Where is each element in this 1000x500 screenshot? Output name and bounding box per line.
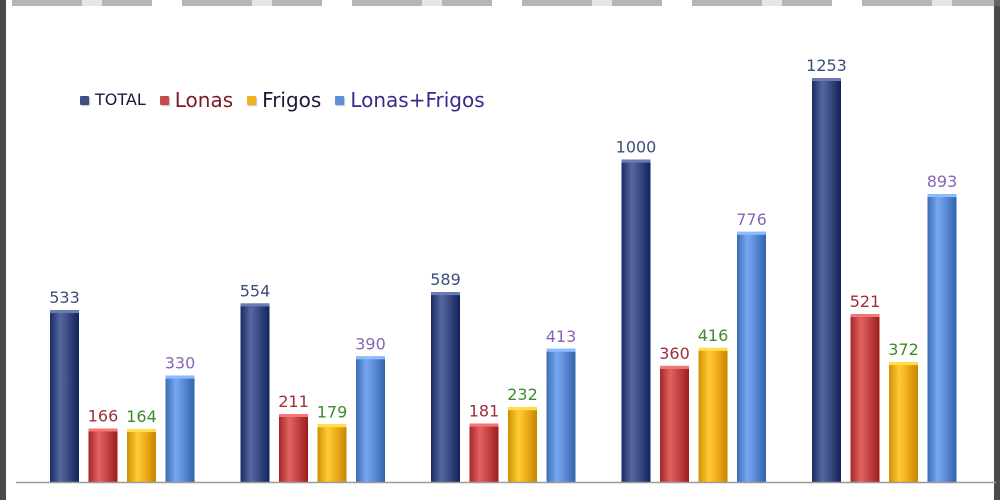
- bar-lonas-3: [469, 423, 499, 482]
- legend-swatch-lonas: [159, 95, 169, 105]
- bar-total-4: [621, 159, 651, 482]
- bar-lonas-frigos-2: [356, 356, 385, 482]
- data-label: 589: [430, 270, 461, 289]
- bar-cap: [621, 159, 651, 163]
- legend-label-total: TOTAL: [95, 90, 146, 109]
- data-label: 372: [888, 340, 919, 359]
- chart-legend: TOTAL Lonas Frigos Lonas+Frigos: [80, 88, 485, 112]
- bar-cap: [737, 231, 766, 235]
- data-label: 554: [240, 281, 271, 300]
- bar-frigos-1: [127, 429, 156, 482]
- bar-cap: [889, 362, 918, 366]
- bar-cap: [127, 429, 156, 433]
- bar-cap: [50, 310, 79, 314]
- bar-total-2: [240, 303, 270, 482]
- data-label: 179: [317, 402, 348, 421]
- bar-cap: [698, 347, 728, 351]
- legend-swatch-frigos: [247, 95, 257, 105]
- cropped-title-strip: [12, 0, 1000, 6]
- data-label: 181: [469, 402, 500, 421]
- data-label: 330: [165, 354, 196, 373]
- bar-cap: [165, 375, 195, 379]
- data-label: 413: [546, 327, 577, 346]
- bar-total-3: [431, 292, 460, 482]
- bar-lonas-frigos-4: [737, 231, 766, 482]
- data-label: 164: [126, 407, 157, 426]
- data-label: 166: [88, 407, 119, 426]
- data-label: 776: [736, 210, 767, 229]
- data-label: 521: [850, 292, 881, 311]
- legend-item-total: TOTAL: [80, 88, 146, 112]
- bar-total-1: [50, 310, 79, 482]
- bar-cap: [431, 292, 460, 296]
- bar-cap: [88, 428, 118, 432]
- legend-item-lonas: Lonas: [159, 88, 234, 112]
- bar-cap: [317, 424, 347, 428]
- legend-item-lonas-frigos: Lonas+Frigos: [335, 88, 485, 112]
- bar-cap: [469, 423, 499, 427]
- bar-chart: 533 554 589 1000 1253 166 211 181 360 521 164 179 23…: [16, 56, 996, 484]
- legend-swatch-total: [80, 95, 89, 105]
- data-label: 893: [927, 172, 958, 191]
- bar-cap: [927, 194, 957, 198]
- legend-label-frigos: Frigos: [262, 88, 322, 112]
- data-label: 533: [49, 288, 80, 307]
- bar-frigos-2: [317, 424, 347, 482]
- bar-cap: [660, 365, 689, 369]
- bar-lonas-frigos-3: [546, 348, 576, 482]
- legend-swatch-lonas-frigos: [335, 95, 345, 105]
- bar-lonas-4: [660, 365, 689, 482]
- bar-lonas-frigos-1: [165, 375, 195, 482]
- bar-lonas-5: [850, 314, 880, 482]
- data-label: 390: [355, 334, 386, 353]
- legend-item-frigos: Frigos: [247, 88, 321, 112]
- bar-cap: [850, 314, 880, 317]
- bar-frigos-3: [508, 407, 537, 482]
- data-label: 1253: [806, 56, 847, 75]
- bar-lonas-2: [279, 414, 308, 482]
- bar-cap: [508, 407, 537, 411]
- bar-frigos-4: [698, 347, 728, 482]
- legend-label-lonas: Lonas: [174, 88, 234, 112]
- bar-cap: [356, 356, 385, 360]
- bar-cap: [812, 78, 841, 81]
- bar-cap: [240, 303, 270, 307]
- bar-cap: [546, 348, 576, 352]
- data-label: 1000: [616, 138, 657, 157]
- data-label: 232: [507, 385, 538, 404]
- data-label: 211: [278, 392, 309, 411]
- bar-total-5: [812, 78, 841, 482]
- data-label: 416: [698, 326, 729, 345]
- bar-lonas-frigos-5: [927, 194, 957, 482]
- data-label: 360: [659, 344, 690, 363]
- bar-lonas-1: [88, 428, 118, 482]
- bar-frigos-5: [889, 362, 918, 482]
- legend-label-lonas-frigos: Lonas+Frigos: [350, 88, 485, 112]
- bar-cap: [279, 414, 308, 417]
